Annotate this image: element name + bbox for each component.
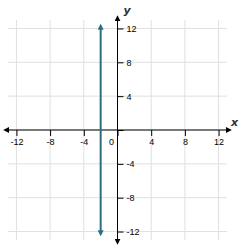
y-tick-label: -12 [127, 227, 140, 237]
y-tick-label: 8 [127, 58, 132, 68]
x-axis-title: x [230, 116, 239, 129]
y-tick: 8 [118, 58, 132, 68]
y-tick-label: 12 [127, 24, 137, 34]
x-tick-mark [219, 130, 220, 136]
x-tick-label: -12 [10, 137, 23, 147]
x-tick: 8 [183, 130, 188, 147]
y-tick-mark [118, 130, 124, 131]
x-tick-label: 4 [149, 137, 154, 147]
marks [100, 28, 101, 231]
grid [8, 20, 227, 240]
y-tick-mark [118, 28, 124, 29]
x-tick-label: -8 [47, 137, 55, 147]
x-tick-label: 12 [214, 137, 224, 147]
y-axis: -12 -8 -4 4 8 12 [118, 20, 140, 240]
x-tick-label: 8 [183, 137, 188, 147]
y-tick-mark [118, 164, 124, 165]
x-tick: 12 [214, 130, 224, 147]
y-tick-label: -4 [127, 159, 135, 169]
y-axis-title: y [124, 4, 132, 17]
x-tick-label: -4 [80, 137, 88, 147]
y-tick-mark [118, 62, 124, 63]
x-tick-label: 0 [109, 137, 114, 147]
x-tick-mark [151, 130, 152, 136]
x-tick: -12 [10, 130, 23, 147]
x-tick: 4 [149, 130, 154, 147]
x-tick: -4 [80, 130, 88, 147]
chart: -12 -8 -4 0 4 8 12 -12 -8 -4 4 8 12 x y [0, 0, 243, 248]
plot: -12 -8 -4 0 4 8 12 -12 -8 -4 4 8 12 x y [8, 4, 239, 240]
y-tick [118, 130, 124, 131]
y-tick: 4 [118, 92, 132, 102]
y-tick: -12 [118, 227, 140, 237]
x-tick: 0 [109, 130, 118, 147]
y-tick: -8 [118, 193, 135, 203]
y-tick-mark [118, 198, 124, 199]
y-tick: 12 [118, 24, 137, 34]
y-tick-label: 4 [127, 92, 132, 102]
x-tick-mark [185, 130, 186, 136]
x-tick-mark [16, 130, 17, 136]
y-tick-mark [118, 232, 124, 233]
y-tick: -4 [118, 159, 135, 169]
vertical-line [100, 28, 102, 231]
y-tick-mark [118, 96, 124, 97]
x-tick: -8 [47, 130, 55, 147]
x-tick-mark [50, 130, 51, 136]
y-tick-label: -8 [127, 193, 135, 203]
x-tick-mark [84, 130, 85, 136]
